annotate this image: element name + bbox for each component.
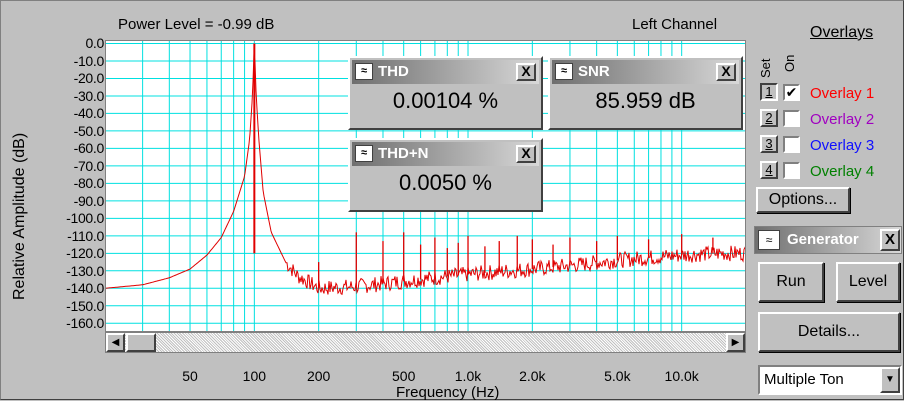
thdn-meter-title: THD+N bbox=[378, 145, 429, 162]
y-tick-label: -50.0 bbox=[73, 122, 105, 139]
overlay-2-label: Overlay 2 bbox=[810, 111, 875, 128]
overlay-on-2-checkbox[interactable] bbox=[783, 110, 800, 127]
waveform-select[interactable]: Multiple Ton ▼ bbox=[758, 365, 902, 395]
y-axis-title: Relative Amplitude (dB) bbox=[11, 132, 28, 300]
spectrum-trace bbox=[105, 53, 746, 296]
y-tick-label: -30.0 bbox=[73, 87, 105, 104]
scroll-thumb[interactable] bbox=[126, 333, 156, 352]
y-tick-label: -90.0 bbox=[73, 192, 105, 209]
overlays-heading: Overlays bbox=[810, 24, 874, 41]
y-tick-label: -160.0 bbox=[66, 315, 104, 332]
overlay-set-1-button[interactable]: 1 bbox=[760, 83, 778, 101]
close-icon[interactable]: X bbox=[716, 63, 736, 81]
overlay-options-button[interactable]: Options... bbox=[756, 187, 850, 213]
y-tick-label: -60.0 bbox=[73, 140, 105, 157]
waveform-icon: ≈ bbox=[555, 63, 573, 80]
chevron-down-icon[interactable]: ▼ bbox=[880, 367, 900, 393]
overlay-set-2-button[interactable]: 2 bbox=[760, 109, 778, 127]
x-axis-title: Frequency (Hz) bbox=[396, 384, 500, 401]
on-column-label: On bbox=[782, 54, 797, 72]
channel-label: Left Channel bbox=[632, 16, 718, 33]
thdn-meter[interactable]: ≈ THD+N X 0.0050 % bbox=[348, 138, 543, 212]
x-tick-label: 100 bbox=[242, 368, 267, 384]
scroll-left-button[interactable]: ◀ bbox=[106, 333, 125, 352]
overlay-on-1-checkbox[interactable]: ✔ bbox=[783, 84, 800, 101]
snr-value: 85.959 dB bbox=[595, 88, 696, 113]
generator-level-button[interactable]: Level bbox=[836, 262, 900, 302]
y-tick-label: -100.0 bbox=[66, 210, 104, 227]
y-tick-label: -110.0 bbox=[67, 227, 104, 244]
arrow-left-icon: ◀ bbox=[111, 337, 120, 348]
x-tick-label: 50 bbox=[182, 368, 198, 384]
y-tick-label: -120.0 bbox=[66, 245, 104, 262]
waveform-icon: ≈ bbox=[355, 145, 373, 162]
set-column-label: Set bbox=[758, 58, 773, 78]
close-icon[interactable]: X bbox=[516, 145, 536, 163]
y-tick-label: -140.0 bbox=[66, 280, 104, 297]
y-tick-label: -10.0 bbox=[73, 52, 105, 69]
thd-value: 0.00104 % bbox=[392, 88, 499, 113]
thdn-value: 0.0050 % bbox=[399, 170, 492, 195]
thdn-meter-titlebar[interactable]: ≈ THD+N X bbox=[352, 142, 539, 166]
waveform-icon: ≈ bbox=[758, 230, 780, 250]
thd-meter-title: THD bbox=[378, 63, 409, 80]
frequency-scrollbar[interactable]: ◀ ▶ bbox=[105, 332, 746, 353]
overlay-set-4-button[interactable]: 4 bbox=[760, 161, 778, 179]
x-tick-label: 500 bbox=[392, 368, 416, 384]
y-tick-label: -70.0 bbox=[73, 157, 105, 174]
overlay-1-label: Overlay 1 bbox=[810, 85, 875, 102]
close-icon[interactable]: X bbox=[880, 229, 900, 251]
close-icon[interactable]: X bbox=[516, 63, 536, 81]
overlay-4-label: Overlay 4 bbox=[810, 163, 875, 180]
waveform-select-value: Multiple Ton bbox=[764, 371, 844, 388]
thd-meter-titlebar[interactable]: ≈ THD X bbox=[352, 60, 539, 84]
y-tick-label: -150.0 bbox=[66, 297, 104, 314]
snr-meter-titlebar[interactable]: ≈ SNR X bbox=[552, 60, 739, 84]
x-tick-label: 1.0k bbox=[454, 368, 482, 384]
generator-titlebar[interactable]: ≈ Generator X bbox=[754, 226, 902, 254]
y-tick-label: -20.0 bbox=[73, 70, 105, 87]
y-tick-label: -40.0 bbox=[73, 105, 105, 122]
overlay-3-label: Overlay 3 bbox=[810, 137, 875, 154]
generator-run-button[interactable]: Run bbox=[758, 262, 824, 302]
generator-title: Generator bbox=[787, 231, 859, 248]
snr-meter-title: SNR bbox=[578, 63, 610, 80]
overlay-set-3-button[interactable]: 3 bbox=[760, 135, 778, 153]
overlay-on-4-checkbox[interactable] bbox=[783, 162, 800, 179]
y-tick-label: 0.0 bbox=[85, 35, 104, 52]
x-tick-label: 200 bbox=[306, 368, 331, 384]
waveform-icon: ≈ bbox=[355, 63, 373, 80]
y-tick-label: -80.0 bbox=[73, 175, 105, 192]
snr-meter[interactable]: ≈ SNR X 85.959 dB bbox=[548, 56, 743, 130]
power-level-readout: Power Level = -0.99 dB bbox=[118, 16, 275, 33]
x-tick-label: 5.0k bbox=[604, 368, 631, 384]
overlay-on-3-checkbox[interactable] bbox=[783, 136, 800, 153]
arrow-right-icon: ▶ bbox=[731, 337, 740, 348]
x-tick-label: 2.0k bbox=[519, 368, 546, 384]
thd-meter[interactable]: ≈ THD X 0.00104 % bbox=[348, 56, 543, 130]
plot-border bbox=[105, 40, 746, 332]
y-tick-label: -130.0 bbox=[66, 262, 104, 279]
generator-details-button[interactable]: Details... bbox=[758, 312, 900, 352]
x-tick-label: 10.0k bbox=[664, 368, 699, 384]
scroll-right-button[interactable]: ▶ bbox=[726, 333, 745, 352]
